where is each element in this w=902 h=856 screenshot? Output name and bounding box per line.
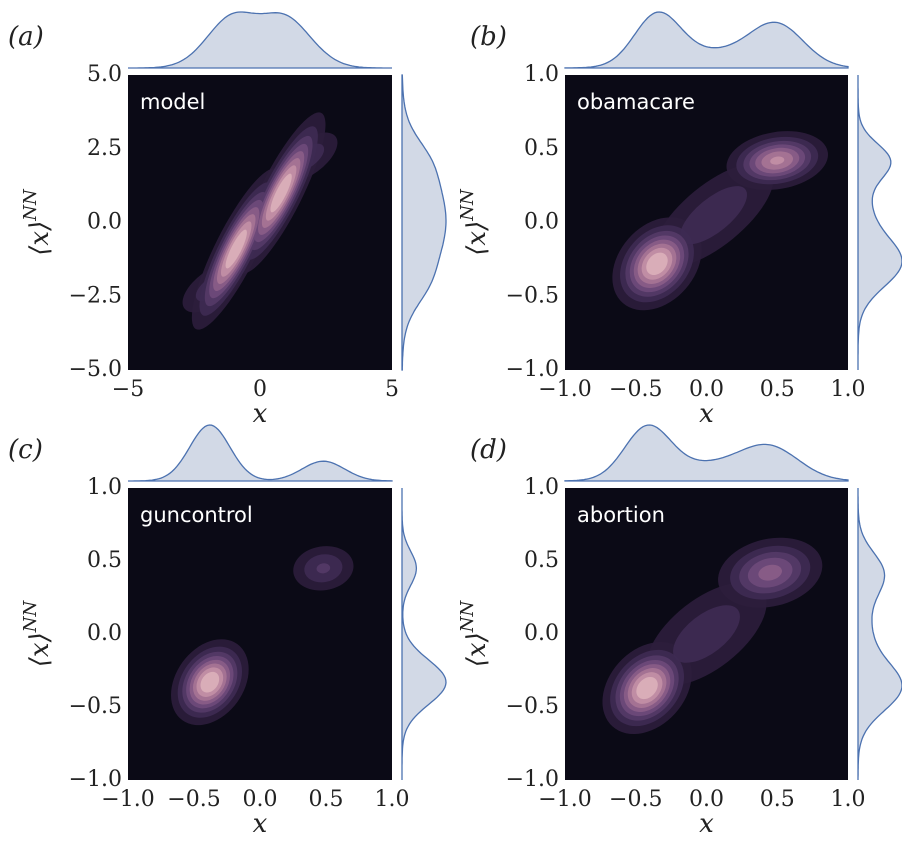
plot-background bbox=[128, 488, 392, 780]
contours bbox=[602, 537, 823, 735]
density-contour bbox=[646, 252, 668, 275]
y-tick-label: −0.5 bbox=[506, 283, 559, 308]
y-tick-label: −1.0 bbox=[506, 357, 559, 382]
x-axis-label: x bbox=[699, 809, 714, 839]
x-tick-label: 0.0 bbox=[689, 377, 724, 402]
annotation: abortion bbox=[577, 503, 665, 527]
y-label-sup: NN bbox=[20, 188, 41, 222]
y-tick-label: −0.5 bbox=[506, 694, 559, 719]
y-tick-label: 5.0 bbox=[87, 62, 122, 87]
annotation: obamacare bbox=[577, 90, 695, 114]
y-tick-label: 0.0 bbox=[87, 621, 122, 646]
panel-label: (d) bbox=[470, 435, 507, 465]
y-axis-label: ⟨x⟩NN bbox=[457, 188, 492, 256]
y-tick-label: −1.0 bbox=[69, 767, 122, 792]
density-contour bbox=[680, 186, 748, 245]
y-tick-label: 1.0 bbox=[87, 475, 122, 500]
x-tick-label: −0.5 bbox=[609, 377, 662, 402]
x-tick-label: −0.5 bbox=[167, 787, 220, 812]
density-contour bbox=[770, 156, 785, 165]
contours bbox=[182, 112, 338, 330]
panel-label: (b) bbox=[470, 22, 507, 52]
x-tick-label: 0.5 bbox=[760, 377, 795, 402]
contours bbox=[612, 131, 828, 311]
y-tick-label: 0.5 bbox=[524, 548, 559, 573]
panel-label: (a) bbox=[8, 22, 44, 52]
x-tick-label: 5 bbox=[385, 377, 399, 402]
x-tick-label: 0.0 bbox=[689, 787, 724, 812]
y-tick-label: 0.0 bbox=[524, 210, 559, 235]
x-tick-label: −0.5 bbox=[609, 787, 662, 812]
density-contour bbox=[270, 173, 292, 213]
y-label-base: ⟨x⟩ bbox=[25, 632, 55, 667]
density-contour bbox=[316, 563, 331, 574]
x-tick-label: −1.0 bbox=[538, 787, 591, 812]
density-contour bbox=[758, 564, 782, 581]
y-tick-label: 2.5 bbox=[87, 136, 122, 161]
density-contour bbox=[225, 229, 247, 269]
y-tick-label: 0.0 bbox=[87, 210, 122, 235]
density-contour bbox=[200, 671, 220, 693]
y-label-sup: NN bbox=[20, 600, 41, 634]
y-label-sup: NN bbox=[457, 188, 478, 222]
x-marginal-density bbox=[564, 11, 849, 69]
x-axis-label: x bbox=[253, 399, 268, 429]
x-tick-label: −1.0 bbox=[101, 787, 154, 812]
y-tick-label: 1.0 bbox=[524, 62, 559, 87]
x-tick-label: −1.0 bbox=[538, 377, 591, 402]
y-label-base: ⟨x⟩ bbox=[25, 221, 55, 256]
y-tick-label: 0.5 bbox=[524, 136, 559, 161]
y-axis-label: ⟨x⟩NN bbox=[457, 600, 492, 668]
x-tick-label: 0.5 bbox=[760, 787, 795, 812]
x-marginal-density bbox=[128, 424, 393, 482]
annotation: model bbox=[140, 90, 205, 114]
y-label-base: ⟨x⟩ bbox=[462, 221, 492, 256]
y-tick-label: −0.5 bbox=[69, 694, 122, 719]
y-marginal-density bbox=[857, 75, 902, 370]
x-marginal-density bbox=[128, 11, 392, 69]
y-tick-label: −5.0 bbox=[69, 357, 122, 382]
x-tick-label: 1.0 bbox=[375, 787, 410, 812]
x-tick-label: −5 bbox=[112, 377, 144, 402]
y-marginal-density bbox=[401, 488, 447, 780]
x-tick-label: 0.5 bbox=[309, 787, 344, 812]
y-tick-label: 0.0 bbox=[524, 621, 559, 646]
x-marginal-density bbox=[564, 424, 849, 482]
x-tick-label: 1.0 bbox=[831, 787, 866, 812]
y-tick-label: −1.0 bbox=[506, 767, 559, 792]
y-label-sup: NN bbox=[457, 600, 478, 634]
panel-label: (c) bbox=[8, 435, 43, 465]
x-tick-label: 0.0 bbox=[243, 787, 278, 812]
contours bbox=[171, 546, 354, 726]
x-axis-label: x bbox=[699, 399, 714, 429]
x-tick-label: 1.0 bbox=[831, 377, 866, 402]
density-contour bbox=[636, 676, 658, 700]
y-marginal-density bbox=[401, 74, 447, 371]
density-contour bbox=[673, 605, 740, 663]
x-axis-label: x bbox=[253, 809, 268, 839]
y-label-base: ⟨x⟩ bbox=[462, 632, 492, 667]
y-axis-label: ⟨x⟩NN bbox=[20, 188, 55, 256]
annotation: guncontrol bbox=[140, 503, 253, 527]
y-axis-label: ⟨x⟩NN bbox=[20, 600, 55, 668]
x-tick-label: 0 bbox=[253, 377, 267, 402]
y-tick-label: −2.5 bbox=[69, 283, 122, 308]
y-marginal-density bbox=[857, 488, 902, 780]
y-tick-label: 1.0 bbox=[524, 475, 559, 500]
y-tick-label: 0.5 bbox=[87, 548, 122, 573]
